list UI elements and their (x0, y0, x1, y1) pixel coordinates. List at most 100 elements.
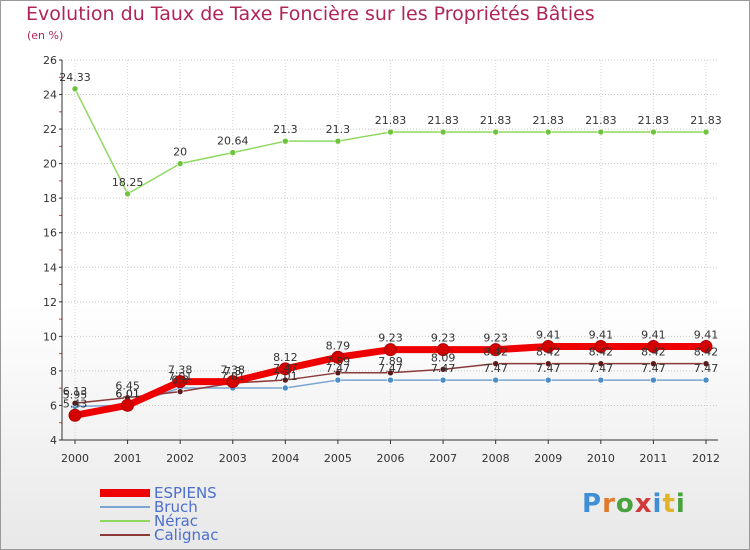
data-point-bruch (282, 384, 289, 392)
data-point-nérac (124, 190, 131, 198)
data-label-nérac: 24.33 (59, 71, 91, 84)
logo-letter: x (634, 489, 653, 519)
data-point-calignac (702, 360, 710, 367)
data-label-calignac: 6.45 (115, 380, 140, 393)
data-label-espiens: 9.41 (589, 329, 614, 342)
data-label-espiens: 8.12 (273, 351, 298, 364)
data-point-espiens (68, 408, 82, 422)
y-tick-label: 20 (43, 158, 57, 171)
data-labels: 5.43 6.01 7.38 7.38 8.12 8.79 9.23 9.23 9.23 9.41… (59, 71, 722, 410)
data-point-espiens (173, 375, 187, 389)
legend-swatch (100, 489, 150, 497)
data-label-espiens: 5.43 (63, 397, 88, 410)
data-label-calignac: 7.3 (224, 365, 242, 378)
data-label-bruch: 7.01 (221, 370, 246, 383)
x-tick-label: 2012 (692, 452, 720, 465)
proxiti-logo: Proxiti (582, 489, 686, 519)
data-label-nérac: 18.25 (112, 176, 144, 189)
data-point-espiens (226, 375, 240, 389)
y-tick-label: 10 (43, 330, 57, 343)
x-tick-label: 2006 (377, 452, 405, 465)
data-label-bruch: 7.47 (694, 362, 719, 375)
x-tick-label: 2007 (429, 452, 457, 465)
data-point-espiens (699, 340, 713, 354)
logo-letter: o (615, 489, 635, 519)
data-label-bruch: 7.47 (536, 362, 561, 375)
data-label-nérac: 21.83 (533, 114, 565, 127)
data-label-bruch: 7.01 (273, 370, 298, 383)
logo-letter: r (602, 489, 616, 519)
y-tick-label: 8 (50, 365, 57, 378)
data-label-calignac: 8.42 (694, 346, 719, 359)
data-point-calignac (387, 369, 394, 377)
x-tick-label: 2005 (324, 452, 352, 465)
data-label-nérac: 21.83 (638, 114, 670, 127)
data-point-nérac (544, 128, 552, 136)
data-label-espiens: 9.41 (641, 329, 666, 342)
data-label-espiens: 9.23 (483, 332, 508, 345)
data-point-calignac (71, 399, 79, 407)
data-point-nérac (597, 128, 605, 136)
y-tick-label: 14 (43, 261, 57, 274)
y-axis-unit: (en %) (27, 29, 64, 42)
y-tick-label: 18 (43, 192, 57, 205)
data-label-espiens: 9.41 (694, 329, 719, 342)
data-point-espiens (331, 350, 345, 364)
data-label-bruch: 7.47 (641, 362, 666, 375)
data-label-calignac: 6.8 (171, 374, 189, 387)
data-label-nérac: 21.83 (375, 114, 407, 127)
data-point-bruch (544, 376, 552, 384)
data-point-nérac (650, 128, 657, 136)
data-label-bruch: 7.47 (483, 362, 508, 375)
x-tick-label: 2002 (166, 452, 194, 465)
data-point-calignac (597, 360, 605, 367)
series-lines (68, 85, 713, 422)
data-point-espiens (594, 340, 608, 354)
y-tick-label: 12 (43, 296, 57, 309)
y-tick-label: 24 (43, 89, 57, 102)
x-tick-label: 2010 (587, 452, 615, 465)
data-point-bruch (597, 376, 605, 384)
axes: 4 6 8 10 12 14 16 18 20 22 24 26 2000 2001 2002 2003 200… (43, 54, 720, 465)
x-tick-label: 2004 (271, 452, 299, 465)
legend-label: Nérac (154, 512, 199, 530)
legend-item-espiens: ESPIENS (100, 486, 217, 501)
data-label-nérac: 21.83 (427, 114, 459, 127)
data-label-espiens: 9.41 (536, 329, 561, 342)
data-label-nérac: 21.83 (690, 114, 722, 127)
data-label-nérac: 20.64 (217, 135, 249, 148)
data-label-calignac: 7.89 (378, 355, 403, 368)
chart-title: Evolution du Taux de Taxe Foncière sur l… (26, 3, 595, 25)
data-point-calignac (282, 376, 289, 384)
data-point-calignac (439, 366, 447, 373)
data-point-nérac (439, 128, 447, 136)
data-label-espiens: 7.38 (168, 364, 193, 377)
data-point-espiens (384, 343, 397, 357)
data-label-calignac: 8.42 (589, 346, 614, 359)
logo-letter: i (675, 489, 686, 519)
data-label-bruch: 6.01 (115, 387, 140, 400)
data-point-nérac (387, 128, 394, 136)
data-point-calignac (544, 360, 552, 367)
data-label-calignac: 6.13 (63, 385, 88, 398)
data-point-bruch (650, 376, 657, 384)
legend-item-nérac: Nérac (100, 512, 199, 530)
data-point-espiens (121, 398, 135, 412)
data-label-calignac: 8.42 (536, 346, 561, 359)
legend-item-calignac: Calignac (100, 528, 218, 543)
data-point-espiens (278, 362, 292, 376)
data-point-bruch (439, 376, 447, 384)
data-label-bruch: 7.47 (589, 362, 614, 375)
data-point-espiens (436, 343, 450, 357)
data-label-nérac: 21.3 (326, 123, 351, 136)
data-point-calignac (650, 360, 657, 367)
data-point-calignac (334, 369, 342, 377)
data-label-nérac: 20 (173, 146, 187, 159)
x-tick-label: 2011 (639, 452, 667, 465)
data-label-bruch: 7.47 (326, 362, 351, 375)
legend-swatch (100, 520, 150, 522)
x-tick-label: 2001 (114, 452, 142, 465)
data-label-calignac: 8.42 (641, 346, 666, 359)
data-label-espiens: 8.79 (326, 339, 351, 352)
